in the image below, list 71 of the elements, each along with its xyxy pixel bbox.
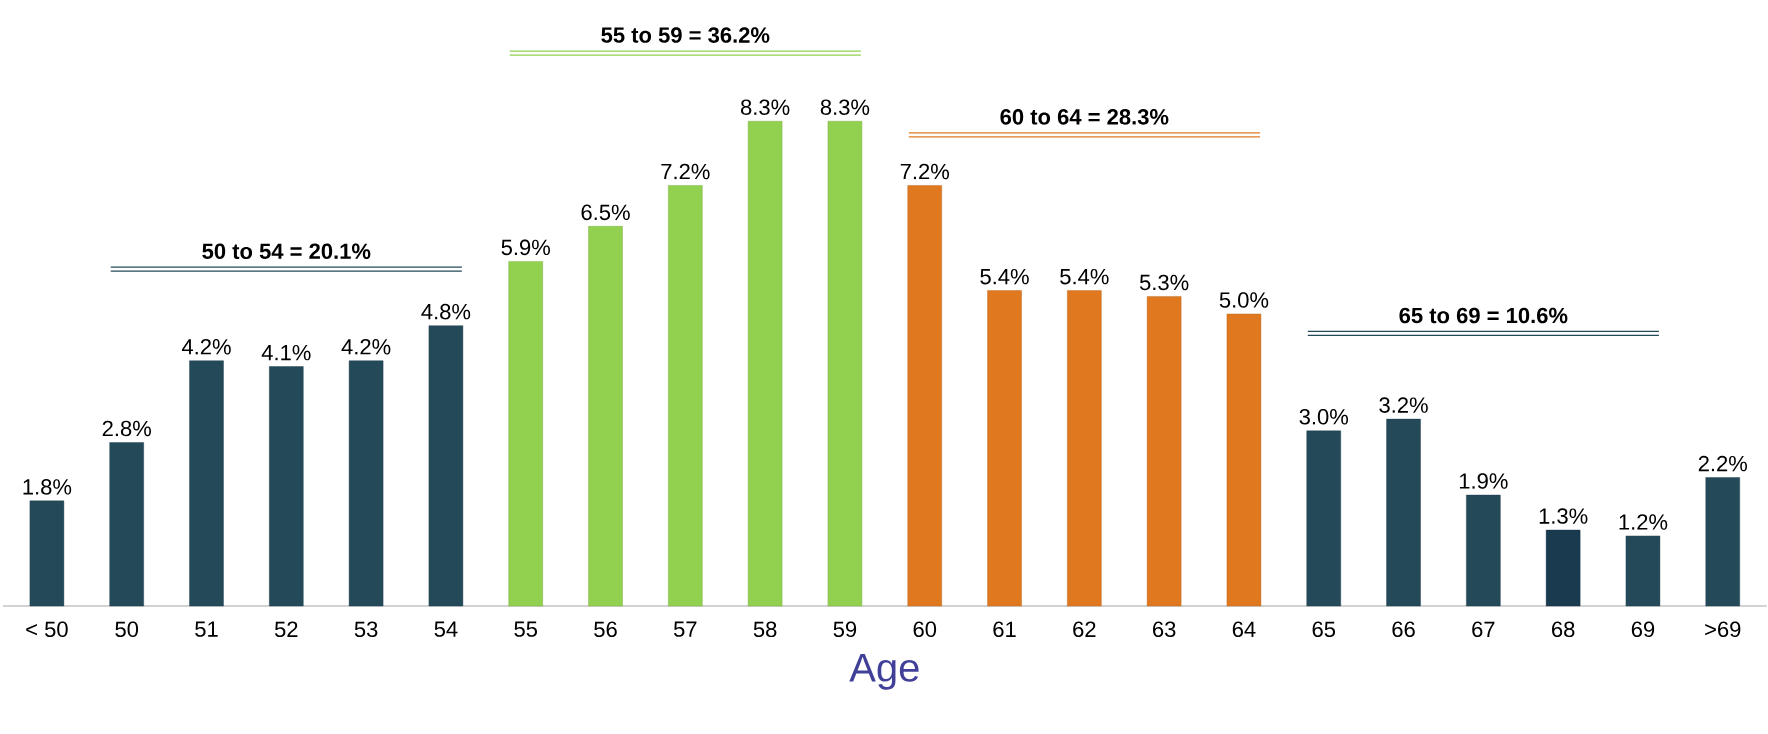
data-label: 4.2% — [341, 338, 391, 355]
x-tick-label: 62 — [1073, 621, 1096, 638]
x-tick-label: 59 — [833, 621, 857, 638]
x-axis-title: Age — [849, 653, 919, 690]
x-tick-label: 56 — [594, 621, 617, 638]
bar — [189, 360, 224, 607]
data-label: 1.9% — [1459, 473, 1508, 489]
bar — [1386, 418, 1421, 607]
data-label: 2.8% — [102, 420, 151, 437]
x-tick-label: 65 — [1312, 621, 1336, 638]
bar — [1226, 313, 1262, 607]
x-tick-label: 68 — [1552, 621, 1575, 638]
bar — [668, 185, 703, 607]
annotation: 65 to 69 = 10.6% — [1399, 307, 1568, 324]
x-tick-label: < 50 — [26, 621, 68, 638]
x-tick-label: 57 — [673, 621, 697, 637]
data-label: 5.3% — [1139, 274, 1189, 291]
bar — [588, 226, 623, 607]
bar — [1545, 529, 1581, 607]
data-label: 1.3% — [1539, 508, 1588, 524]
bar — [508, 261, 543, 607]
bar — [747, 121, 783, 607]
data-label: 7.2% — [900, 163, 950, 180]
bar — [1306, 430, 1341, 607]
bar — [827, 121, 863, 607]
annotation: 60 to 64 = 28.3% — [1000, 109, 1169, 125]
x-tick-label: 63 — [1153, 621, 1176, 638]
bar — [907, 185, 942, 607]
x-tick-label: 51 — [195, 621, 218, 637]
x-tick-label: 69 — [1631, 621, 1655, 638]
data-label: 5.4% — [980, 268, 1029, 285]
data-label: 5.0% — [1219, 292, 1269, 308]
data-label: 4.2% — [181, 338, 231, 355]
x-tick-label: 58 — [753, 621, 777, 638]
data-label: 4.1% — [261, 344, 311, 361]
bar — [987, 290, 1022, 607]
data-label: 8.3% — [741, 99, 790, 115]
x-tick-label: 61 — [993, 621, 1016, 638]
bar — [1067, 290, 1102, 607]
x-tick-label: 53 — [354, 621, 378, 638]
x-tick-label: 55 — [514, 621, 538, 637]
bar — [1466, 494, 1501, 607]
data-label: 1.2% — [1619, 514, 1668, 530]
data-label: 1.8% — [23, 479, 72, 495]
x-tick-label: 64 — [1232, 621, 1256, 638]
bar — [348, 360, 384, 607]
x-tick-label: 54 — [434, 621, 458, 637]
bar — [109, 442, 144, 607]
data-label: 4.8% — [421, 303, 471, 320]
x-tick-label: 66 — [1392, 621, 1415, 638]
data-label: 6.5% — [581, 204, 630, 221]
bar — [1146, 296, 1182, 607]
bar — [269, 366, 304, 607]
data-label: 5.4% — [1060, 268, 1109, 285]
x-tick-label: 52 — [274, 621, 298, 638]
bar — [428, 325, 464, 607]
bar — [29, 500, 65, 607]
x-tick-label: 50 — [115, 621, 139, 638]
x-tick-label: >69 — [1705, 621, 1741, 638]
data-label: 8.3% — [820, 99, 870, 115]
text: 55 to 59 = 36.2% — [601, 27, 770, 43]
annotation: 50 to 54 = 20.1% — [202, 243, 371, 260]
x-tick-label: 67 — [1472, 621, 1495, 638]
data-label: 5.9% — [501, 239, 550, 256]
bar — [1625, 535, 1661, 607]
data-label: 7.2% — [661, 163, 710, 180]
data-label: 3.0% — [1299, 409, 1349, 425]
data-label: 2.2% — [1698, 455, 1748, 472]
bar — [1705, 477, 1740, 607]
x-tick-label: 60 — [913, 621, 937, 638]
data-label: 3.2% — [1379, 397, 1428, 413]
